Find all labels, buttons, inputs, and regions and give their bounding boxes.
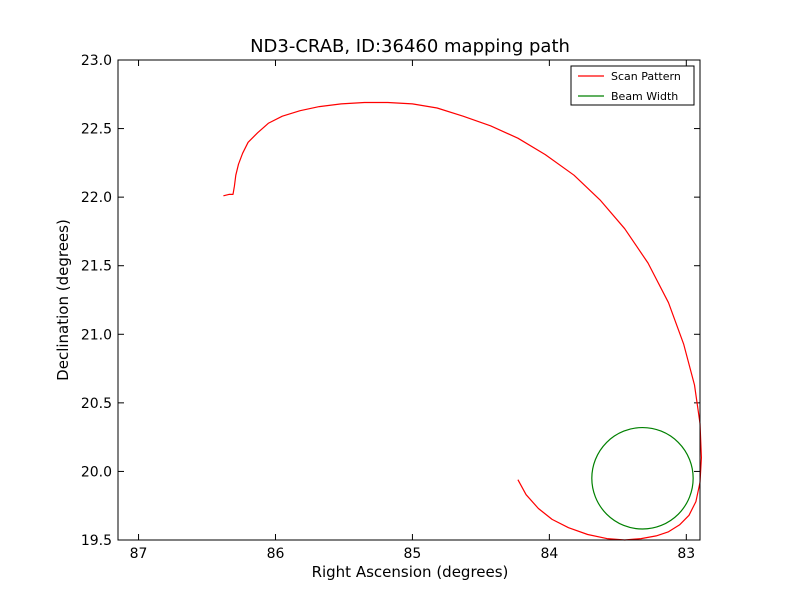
- y-tick-label: 20.5: [81, 396, 112, 412]
- x-tick-label: 86: [267, 546, 285, 562]
- scan-pattern-line: [223, 101, 703, 541]
- y-tick-label: 23.0: [81, 53, 112, 69]
- tick-group: 87 86 85 84 83 19.5 20.0 20.5 21.0 21.5 22.0 22.5 23…: [81, 53, 700, 562]
- legend-label: Beam Width: [611, 90, 678, 103]
- legend-entries: Scan Pattern Beam Width: [578, 70, 681, 103]
- y-tick-label: 19.5: [81, 533, 112, 549]
- x-tick-label: 84: [540, 546, 558, 562]
- beam-width-circle: [591, 426, 694, 530]
- axes-frame: [117, 59, 701, 541]
- y-tick-label: 21.0: [81, 327, 112, 343]
- y-tick-label: 20.0: [81, 464, 112, 480]
- x-axis-label: Right Ascension (degrees): [312, 563, 509, 581]
- plot-area: [223, 101, 703, 541]
- legend-box: [570, 65, 695, 106]
- x-tick-label: 83: [677, 546, 695, 562]
- y-axis-label: Declination (degrees): [54, 219, 72, 381]
- x-tick-label: 85: [404, 546, 422, 562]
- x-tick-label: 87: [130, 546, 148, 562]
- legend-label: Scan Pattern: [611, 70, 681, 83]
- legend: Scan Pattern Beam Width: [570, 65, 695, 106]
- chart-title: ND3-CRAB, ID:36460 mapping path: [250, 36, 570, 57]
- y-tick-label: 22.5: [81, 122, 112, 138]
- y-tick-label: 21.5: [81, 259, 112, 275]
- y-tick-label: 22.0: [81, 190, 112, 206]
